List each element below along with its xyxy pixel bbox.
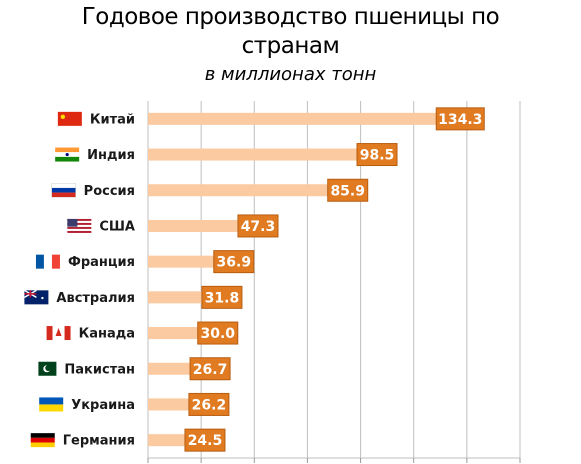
category-label: Германия — [63, 434, 135, 449]
data-label-box — [356, 143, 398, 167]
data-label-box — [435, 107, 485, 131]
ru-flag-icon — [51, 183, 76, 198]
data-label-box — [197, 321, 239, 345]
data-label: 36.9 — [217, 255, 252, 271]
bar — [148, 255, 234, 268]
data-label: 26.2 — [192, 397, 227, 413]
category-label: Канада — [79, 327, 135, 342]
data-label: 47.3 — [241, 219, 276, 235]
data-label-box — [237, 214, 279, 238]
bar — [148, 112, 461, 125]
chart-title-line2: странам — [241, 33, 340, 59]
data-label-box — [213, 250, 255, 274]
bar — [148, 219, 258, 232]
chart-subtitle: в миллионах тонн — [204, 64, 377, 85]
data-label: 134.3 — [438, 112, 482, 128]
category-label: Австралия — [56, 291, 135, 306]
data-label: 98.5 — [360, 148, 395, 164]
category-label: Украина — [71, 398, 135, 413]
data-label: 85.9 — [330, 183, 365, 199]
in-flag-icon — [55, 147, 80, 162]
data-label-box — [201, 285, 243, 309]
data-label-box — [189, 357, 231, 381]
category-label: Франция — [68, 255, 135, 270]
fr-flag-icon — [35, 254, 60, 269]
data-label-box — [327, 178, 369, 202]
bar — [148, 148, 378, 161]
de-flag-icon — [30, 433, 55, 448]
au-flag-icon — [24, 289, 49, 305]
ca-flag-icon — [46, 326, 71, 341]
chart-title-line1: Годовое производство пшеницы по — [81, 4, 500, 30]
data-label: 30.0 — [200, 326, 235, 342]
category-label: Китай — [90, 112, 135, 127]
ua-flag-icon — [39, 397, 64, 412]
data-label: 24.5 — [188, 433, 223, 449]
cn-flag-icon — [57, 111, 82, 126]
data-label-box — [184, 428, 226, 452]
data-label: 26.7 — [193, 362, 228, 378]
pk-flag-icon — [32, 361, 57, 376]
data-label-box — [188, 392, 230, 416]
category-label: Индия — [87, 148, 135, 163]
category-label: Пакистан — [64, 362, 135, 377]
us-flag-icon — [67, 218, 92, 233]
data-label: 31.8 — [205, 290, 240, 306]
bar — [148, 184, 348, 197]
category-label: Россия — [84, 184, 135, 199]
category-label: США — [99, 219, 135, 234]
